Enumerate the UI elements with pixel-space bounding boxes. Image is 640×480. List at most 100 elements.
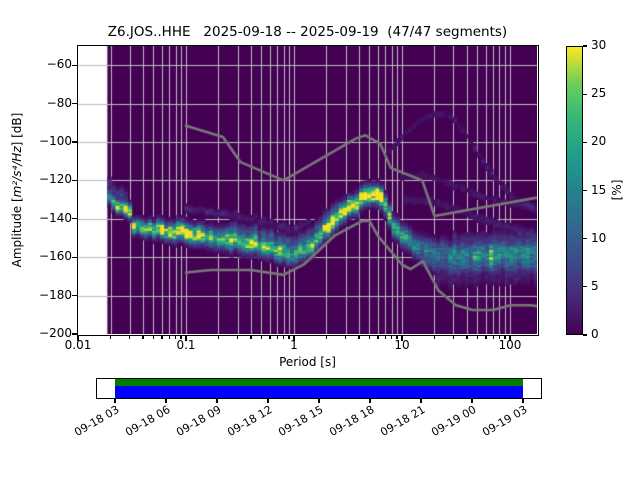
x-minor-tick [128,335,131,339]
x-minor-tick [180,335,182,339]
main-axes [76,44,539,336]
y-tick-label: −80 [46,95,72,110]
timeline-tick-label: 09-19 00 [429,403,479,439]
x-minor-tick [250,335,252,339]
x-axis-label: Period [s] [279,355,336,369]
x-minor-tick [142,335,144,339]
x-tick-label: 10 [394,338,410,352]
timeline-tick [114,399,116,403]
x-minor-tick [368,335,371,339]
y-major-tick [71,333,77,335]
colorbar-tick-label: 0 [591,327,599,341]
x-minor-tick [152,335,155,339]
colorbar-tick [583,238,587,240]
timeline-tick-label: 09-18 06 [123,403,173,439]
timeline-tick [420,399,422,403]
x-minor-tick [288,335,290,339]
y-major-tick [71,256,77,258]
y-major-tick [71,218,77,220]
y-major-tick [71,179,77,181]
timeline-tick-label: 09-18 21 [378,403,428,439]
x-minor-tick [269,335,271,339]
timeline-tick [369,399,371,403]
colorbar-tick [583,286,587,288]
x-minor-tick [109,335,112,339]
x-minor-tick [276,335,278,339]
x-major-tick [509,335,511,341]
x-minor-tick [168,335,170,339]
x-minor-tick [384,335,386,339]
x-major-tick [293,335,295,341]
y-major-tick [71,141,77,143]
x-minor-tick [396,335,398,339]
colorbar-tick [583,141,587,143]
x-minor-tick [504,335,506,339]
x-minor-tick [358,335,360,339]
y-tick-label: −180 [39,287,72,302]
data-availability-bar [115,379,523,386]
colorbar-tick [583,93,587,95]
x-tick-label: 0.1 [176,338,196,352]
x-minor-tick [492,335,494,339]
x-minor-tick [236,335,239,339]
y-tick-label: −120 [39,172,72,187]
timeline-tick [165,399,167,403]
timeline-tick-label: 09-18 03 [72,403,122,439]
y-major-tick [71,295,77,297]
timeline-tick [216,399,218,403]
colorbar-tick-label: 5 [591,278,599,293]
x-minor-tick [161,335,163,339]
y-axis-label-units: m²/s⁴/Hz [10,146,24,198]
x-minor-tick [476,335,479,339]
y-tick-label: −160 [39,249,72,264]
y-tick-label: −200 [39,326,72,340]
colorbar-tick-label: 20 [591,134,607,149]
colorbar-gradient [567,47,582,334]
x-minor-tick [498,335,501,339]
x-tick-label: 0.01 [64,338,92,352]
x-minor-tick [377,335,379,339]
y-major-tick [71,103,77,105]
colorbar-tick-label: 10 [591,230,607,245]
timeline-tick-label: 09-18 09 [174,403,224,439]
timeline-tick [471,399,473,403]
x-minor-tick [433,335,436,339]
x-tick-label: 100 [498,338,522,352]
x-minor-tick [485,335,487,339]
timeline-tick-label: 09-19 03 [480,403,530,439]
colorbar-tick [583,189,587,192]
x-minor-tick [452,335,455,339]
y-major-tick [71,64,77,66]
x-minor-tick [174,335,177,339]
psd-segment-bar [115,386,523,398]
x-minor-tick [466,335,468,339]
x-minor-tick [325,335,328,339]
colorbar-label: [%] [610,179,624,201]
timeline-tick [318,399,320,403]
x-minor-tick [344,335,347,339]
x-minor-tick [282,335,285,339]
colorbar-tick-label: 25 [591,86,607,101]
y-axis-label-prefix: Amplitude [ [10,197,24,268]
x-major-tick [401,335,403,341]
colorbar-tick-label: 30 [591,38,607,52]
colorbar-tick [583,334,587,336]
x-minor-tick [390,335,393,339]
x-major-tick [77,335,79,341]
colorbar-tick [583,45,587,47]
x-tick-label: 1 [290,338,298,352]
plot-title: Z6.JOS..HHE 2025-09-18 -- 2025-09-19 (47… [107,24,508,40]
y-tick-label: −60 [46,57,72,72]
x-major-tick [185,335,187,341]
colorbar-tick-label: 15 [591,182,607,197]
y-tick-label: −100 [39,134,72,148]
timeline-tick [522,399,524,403]
time-coverage-axes [96,378,542,399]
ppsd-heatmap-canvas [77,45,537,334]
y-tick-label: −140 [39,210,72,225]
x-minor-tick [260,335,263,339]
timeline-tick-label: 09-18 12 [225,403,275,439]
timeline-tick [267,399,269,403]
timeline-tick-label: 09-18 18 [327,403,377,439]
